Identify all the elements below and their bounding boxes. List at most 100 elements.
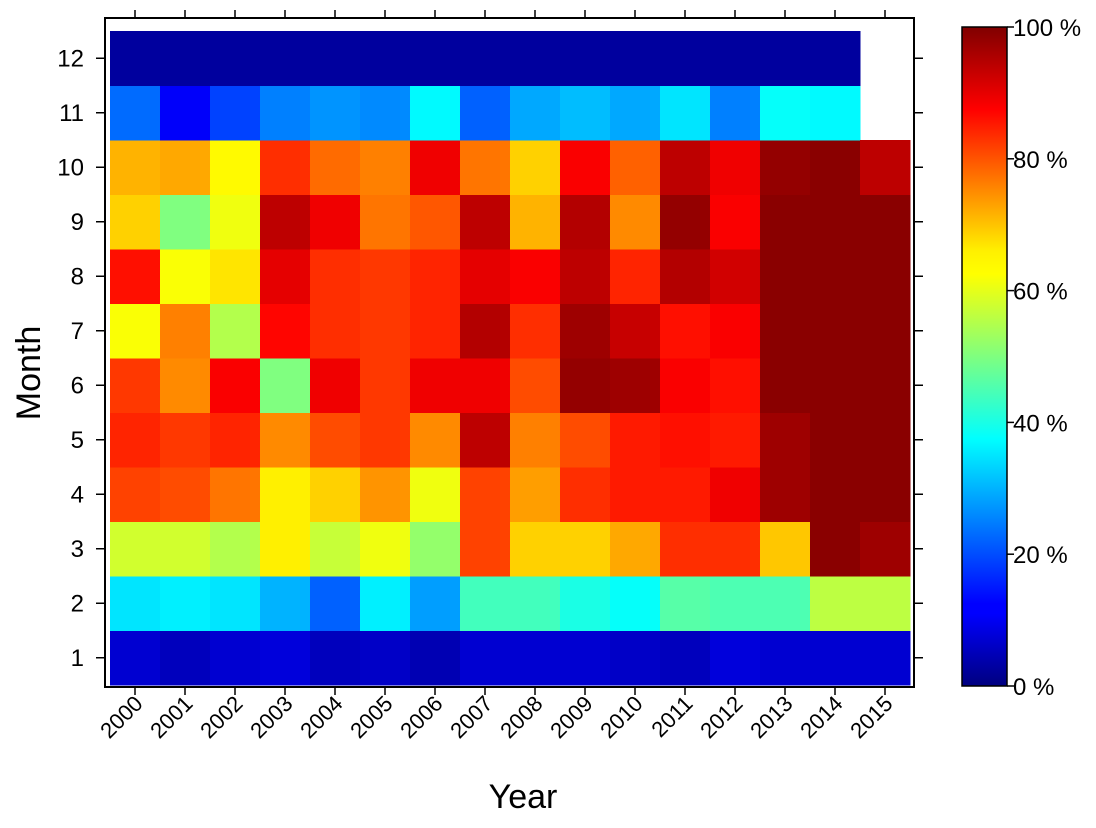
heatmap-cell-2014-5	[810, 412, 861, 468]
heatmap-cell-2006-6	[410, 358, 461, 413]
heatmap-cell-2003-2	[260, 576, 311, 631]
heatmap-cell-2013-1	[760, 630, 811, 686]
heatmap-cell-2003-7	[260, 303, 311, 359]
heatmap-cell-2005-10	[360, 140, 411, 195]
heatmap-cell-2013-9	[760, 194, 811, 250]
heatmap-cell-2014-12	[810, 31, 861, 86]
heatmap-cell-2007-1	[460, 630, 511, 686]
heatmap-cell-2010-12	[610, 31, 661, 86]
heatmap-cell-2007-2	[460, 576, 511, 631]
heatmap-cell-2014-6	[810, 358, 861, 413]
heatmap-cell-2004-9	[310, 194, 361, 250]
heatmap-cell-2005-11	[360, 85, 411, 141]
heatmap-cell-2002-5	[210, 412, 261, 468]
y-tick-label: 6	[71, 372, 84, 399]
x-tick-label: 2001	[145, 691, 197, 743]
heatmap-cell-2009-7	[560, 303, 611, 359]
heatmap-cell-2008-3	[510, 521, 561, 577]
heatmap-cell-2004-11	[310, 85, 361, 141]
heatmap-cell-2002-11	[210, 85, 261, 141]
heatmap-cell-2009-6	[560, 358, 611, 413]
heatmap-cell-2010-7	[610, 303, 661, 359]
heatmap-cell-2004-2	[310, 576, 361, 631]
heatmap-cell-2011-8	[660, 249, 711, 304]
heatmap-cell-2011-7	[660, 303, 711, 359]
heatmap-cell-2002-6	[210, 358, 261, 413]
heatmap-cell-2013-10	[760, 140, 811, 195]
heatmap-cell-2001-8	[160, 249, 211, 304]
y-tick-label: 3	[71, 536, 84, 563]
heatmap-cell-2009-12	[560, 31, 611, 86]
x-tick-label: 2011	[646, 691, 697, 742]
heatmap-cell-2011-11	[660, 85, 711, 141]
heatmap-cell-2005-9	[360, 194, 411, 250]
heatmap-cell-2012-9	[710, 194, 761, 250]
heatmap-cell-2015-3	[860, 521, 911, 577]
heatmap-cell-2012-8	[710, 249, 761, 304]
heatmap-cell-2009-4	[560, 467, 611, 522]
heatmap-cell-2013-2	[760, 576, 811, 631]
heatmap-cell-2007-5	[460, 412, 511, 468]
colorbar-tick-label: 40 %	[1013, 410, 1068, 437]
heatmap-cell-2010-11	[610, 85, 661, 141]
heatmap-cell-2006-1	[410, 630, 461, 686]
heatmap-cell-2013-8	[760, 249, 811, 304]
heatmap-cell-2012-6	[710, 358, 761, 413]
x-tick-label: 2005	[345, 691, 397, 743]
y-tick-label: 5	[71, 427, 84, 454]
heatmap-cell-2011-9	[660, 194, 711, 250]
heatmap-cell-2005-6	[360, 358, 411, 413]
x-tick-label: 2004	[295, 691, 347, 743]
heatmap-cell-2007-6	[460, 358, 511, 413]
heatmap-cell-2012-10	[710, 140, 761, 195]
heatmap-cell-2005-12	[360, 31, 411, 86]
heatmap-cell-2007-8	[460, 249, 511, 304]
heatmap-cell-2009-11	[560, 85, 611, 141]
heatmap-cell-2002-10	[210, 140, 261, 195]
heatmap-cell-2010-1	[610, 630, 661, 686]
colorbar-tick-label: 0 %	[1013, 674, 1054, 701]
y-tick-label: 8	[71, 263, 84, 290]
colorbar-tick-label: 60 %	[1013, 279, 1068, 306]
heatmap-cell-2006-12	[410, 31, 461, 86]
heatmap-cell-2009-9	[560, 194, 611, 250]
heatmap-cell-2000-4	[110, 467, 161, 522]
heatmap-cell-2015-1	[860, 630, 911, 686]
x-tick-label: 2010	[595, 691, 647, 743]
heatmap-cell-2004-1	[310, 630, 361, 686]
heatmap-cell-2007-4	[460, 467, 511, 522]
heatmap-cell-2013-5	[760, 412, 811, 468]
heatmap-cell-2008-1	[510, 630, 561, 686]
heatmap-cell-2009-3	[560, 521, 611, 577]
y-tick-label: 7	[71, 318, 84, 345]
heatmap-cell-2001-7	[160, 303, 211, 359]
heatmap-cell-2010-5	[610, 412, 661, 468]
heatmap-cell-2010-6	[610, 358, 661, 413]
heatmap-cell-2000-1	[110, 630, 161, 686]
heatmap-cell-2015-2	[860, 576, 911, 631]
heatmap-cell-2014-9	[810, 194, 861, 250]
heatmap-cell-2001-1	[160, 630, 211, 686]
heatmap-cell-2011-5	[660, 412, 711, 468]
heatmap-cell-2002-9	[210, 194, 261, 250]
heatmap-cell-2000-2	[110, 576, 161, 631]
heatmap-cell-2007-11	[460, 85, 511, 141]
heatmap-cell-2015-8	[860, 249, 911, 304]
y-tick-label: 9	[71, 209, 84, 236]
heatmap-cell-2003-3	[260, 521, 311, 577]
heatmap-cell-2003-1	[260, 630, 311, 686]
heatmap-cell-2015-6	[860, 358, 911, 413]
heatmap-cell-2006-4	[410, 467, 461, 522]
heatmap-cell-2008-10	[510, 140, 561, 195]
heatmap-cell-2000-7	[110, 303, 161, 359]
heatmap-cell-2008-9	[510, 194, 561, 250]
heatmap-cell-2006-7	[410, 303, 461, 359]
heatmap-cell-2005-7	[360, 303, 411, 359]
y-tick-label: 4	[71, 481, 84, 508]
heatmap-cell-2006-10	[410, 140, 461, 195]
x-tick-label: 2007	[445, 691, 497, 743]
heatmap-cell-2007-12	[460, 31, 511, 86]
heatmap-cell-2005-1	[360, 630, 411, 686]
